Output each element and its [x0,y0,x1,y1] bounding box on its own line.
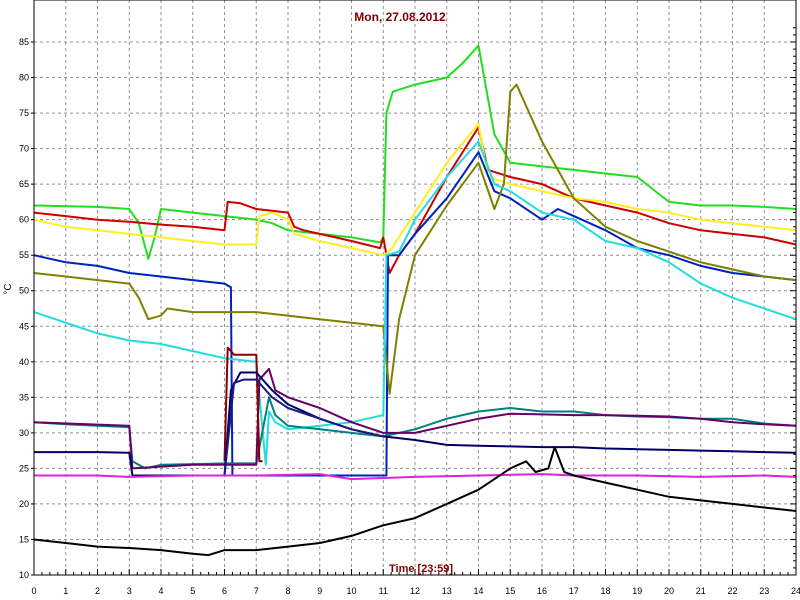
x-tick-label: 22 [727,586,737,596]
x-tick-label: 10 [346,586,356,596]
y-tick-label: 75 [19,108,29,118]
grid-lines [34,0,796,575]
series-line-1 [33,44,797,260]
x-tick-label: 2 [95,586,100,596]
x-tick-label: 20 [664,586,674,596]
y-tick-label: 10 [19,570,29,580]
x-tick-label: 9 [317,586,322,596]
series-line-11 [223,378,384,476]
y-tick-label: 40 [19,357,29,367]
x-tick-label: 14 [473,586,483,596]
y-tick-label: 15 [19,534,29,544]
x-tick-label: 11 [379,586,388,596]
chart-title: Mon, 27.08.2012 [354,10,446,24]
x-tick-label: 18 [600,586,610,596]
series-line-6 [33,140,797,466]
x-tick-label: 3 [127,586,132,596]
x-tick-label: 13 [442,586,452,596]
x-tick-label: 24 [791,586,800,596]
series-line-10 [34,371,797,477]
x-tick-label: 15 [505,586,515,596]
series-line-3 [33,122,797,257]
plot-frame [33,0,797,576]
y-tick-label: 85 [19,37,29,47]
series-line-2 [33,126,797,274]
y-tick-label: 65 [19,179,29,189]
series-line-8 [33,367,797,470]
x-tick-labels: 0 1 2 3 4 5 6 7 8 9 10 11 12 13 14 15 16 17 18 19 20 21 22 23 24 [31,569,800,596]
series-line-12 [34,473,797,481]
x-tick-label: 16 [537,586,547,596]
x-tick-label: 23 [759,586,769,596]
x-axis-label: Time [23:59] [389,563,453,575]
y-tick-label: 20 [19,499,29,509]
x-tick-label: 7 [254,586,259,596]
x-tick-label: 1 [63,586,68,596]
x-tick-label: 8 [285,586,290,596]
y-tick-label: 70 [19,144,29,154]
y-tick-label: 60 [19,215,29,225]
x-tick-label: 5 [190,586,195,596]
x-tick-label: 19 [632,586,642,596]
x-tick-label: 17 [569,586,579,596]
series-line-9 [223,346,263,463]
x-tick-label: 21 [696,586,706,596]
y-tick-label: 55 [19,250,29,260]
x-tick-label: 6 [222,586,227,596]
series-lines [33,44,797,557]
y-tick-label: 45 [19,321,29,331]
series-line-5 [33,83,797,395]
x-tick-label: 12 [410,586,420,596]
y-tick-label: 30 [19,428,29,438]
x-tick-label: 4 [158,586,163,596]
y-tick-label: 25 [19,463,29,473]
y-tick-label: 50 [19,286,29,296]
series-line-4 [33,151,797,477]
y-tick-label: 35 [19,392,29,402]
y-axis-label: °C [3,283,14,294]
series-line-13 [33,446,797,557]
x-tick-label: 0 [31,586,36,596]
y-tick-label: 80 [19,73,29,83]
